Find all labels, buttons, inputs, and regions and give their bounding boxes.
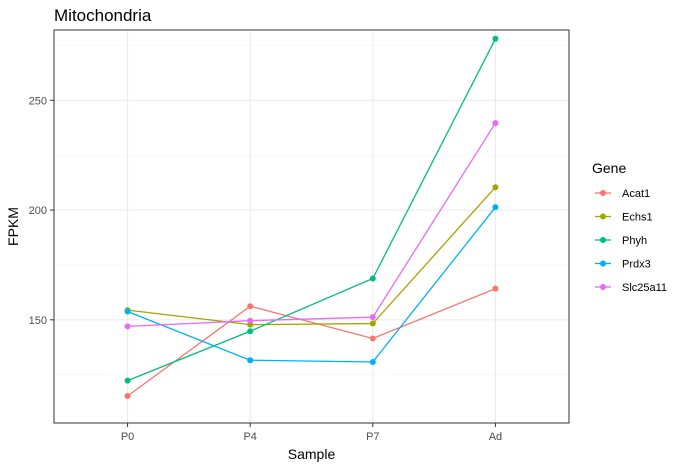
legend-item-slc25a11: Slc25a11	[595, 282, 667, 294]
legend-item-echs1: Echs1	[595, 212, 653, 224]
legend-label: Acat1	[622, 188, 650, 200]
legend-label: Prdx3	[622, 259, 651, 271]
y-axis-title: FPKM	[5, 207, 21, 246]
series-line-prdx3	[127, 206, 496, 363]
data-point-phyh	[247, 328, 254, 335]
legend-key-point	[600, 213, 606, 220]
legend-key-point	[600, 284, 606, 290]
data-point-slc25a11	[124, 323, 131, 330]
data-point-acat1	[124, 392, 131, 399]
plot-panel	[54, 30, 569, 423]
legend-title: Gene	[592, 160, 626, 176]
series-points	[124, 35, 499, 399]
plot-border	[53, 29, 570, 424]
data-point-prdx3	[369, 358, 376, 365]
data-point-slc25a11	[247, 317, 254, 324]
data-point-slc25a11	[492, 120, 499, 127]
x-tick-label: P0	[121, 431, 134, 443]
data-point-phyh	[124, 377, 131, 384]
grid-lines	[54, 30, 569, 423]
series-line-echs1	[127, 186, 496, 326]
x-axis-title: Sample	[288, 446, 336, 462]
series-line-slc25a11	[127, 122, 496, 328]
data-point-phyh	[369, 275, 376, 282]
x-tick-label: Ad	[489, 431, 502, 443]
y-tick-label: 200	[29, 205, 47, 217]
series-lines	[127, 38, 497, 397]
data-point-phyh	[492, 35, 499, 42]
legend-item-acat1: Acat1	[595, 188, 650, 200]
x-tick-label: P7	[366, 431, 379, 443]
legend-label: Slc25a11	[622, 282, 667, 294]
series-line-acat1	[127, 288, 496, 397]
legend-item-prdx3: Prdx3	[595, 259, 651, 271]
legend-key-point	[600, 190, 606, 196]
data-point-prdx3	[247, 357, 254, 364]
chart-title: Mitochondria	[54, 6, 152, 25]
data-point-acat1	[247, 303, 254, 310]
data-point-acat1	[492, 285, 499, 292]
data-point-prdx3	[124, 308, 131, 315]
y-tick-label: 250	[29, 95, 47, 107]
series-line-phyh	[127, 38, 497, 382]
legend-label: Phyh	[622, 235, 647, 247]
data-point-echs1	[492, 184, 499, 191]
data-point-echs1	[369, 320, 376, 327]
legend-label: Echs1	[622, 212, 653, 224]
legend-key-point	[600, 237, 606, 243]
x-tick-label: P4	[243, 431, 256, 443]
data-point-prdx3	[492, 204, 499, 211]
data-point-slc25a11	[369, 314, 376, 321]
y-tick-label: 150	[29, 315, 47, 327]
y-axis: 150 200 250	[29, 95, 54, 327]
legend-key-point	[600, 260, 606, 267]
legend: Gene Acat1 Echs1 Phyh Prdx3 Slc25a11	[592, 160, 667, 294]
data-point-acat1	[369, 335, 376, 342]
legend-item-phyh: Phyh	[595, 235, 647, 247]
x-axis: P0 P4 P7 Ad	[121, 423, 502, 443]
